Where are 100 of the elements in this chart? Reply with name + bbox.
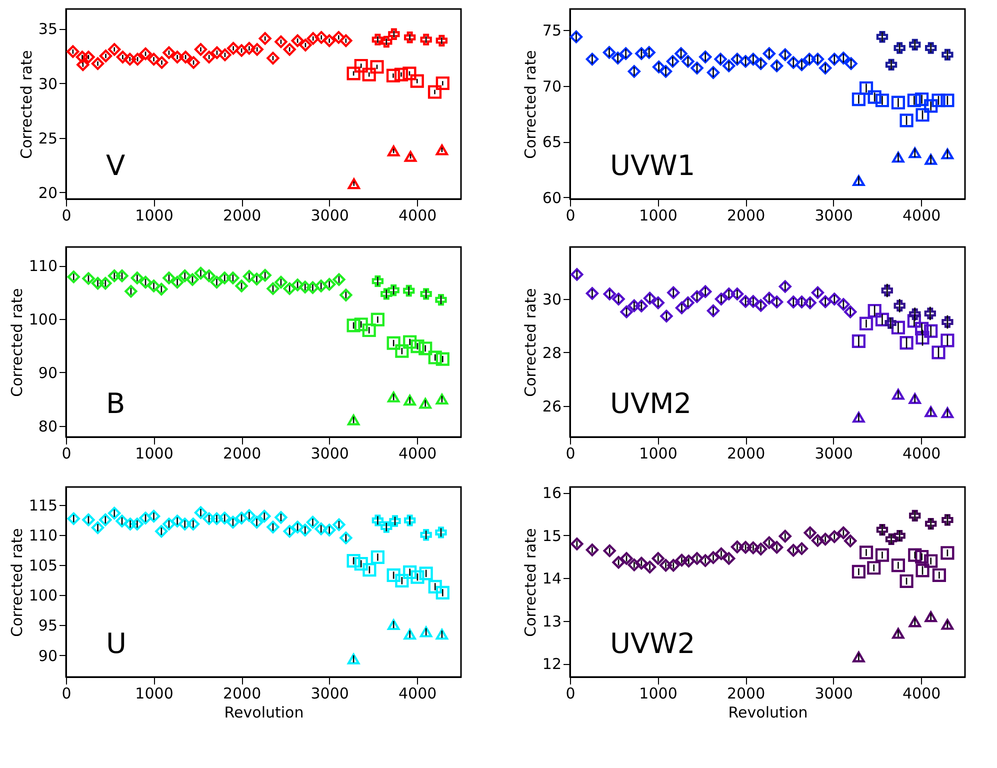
point [884, 317, 896, 329]
point [346, 554, 360, 568]
point [202, 512, 216, 525]
point [386, 336, 400, 350]
point [67, 512, 80, 525]
point [314, 522, 328, 536]
point [885, 533, 898, 546]
point [706, 66, 720, 79]
annotation: V [106, 149, 126, 182]
point [291, 278, 304, 292]
point [659, 558, 672, 572]
point [762, 47, 776, 60]
point [909, 510, 921, 522]
point [900, 574, 914, 588]
y-tick-label: 60 [542, 188, 562, 207]
point [99, 513, 112, 526]
point [124, 518, 137, 530]
point [418, 342, 432, 356]
point [372, 34, 384, 46]
x-tick-label: 2000 [222, 444, 262, 462]
point [699, 50, 712, 64]
point [76, 50, 89, 64]
point [420, 626, 432, 638]
point [770, 540, 784, 554]
point [908, 147, 921, 158]
point [76, 58, 90, 72]
point [859, 81, 874, 95]
y-axis-title: Corrected rate [8, 288, 26, 397]
point [428, 350, 442, 364]
point [722, 59, 736, 72]
point [916, 330, 930, 345]
point [852, 175, 865, 186]
x-tick-label: 4000 [398, 684, 437, 702]
point [852, 92, 866, 106]
x-tick-label: 3000 [814, 444, 853, 462]
x-tick-label: 1000 [639, 444, 678, 462]
point [924, 554, 938, 568]
point [170, 50, 184, 64]
point [147, 280, 160, 292]
point [682, 554, 696, 568]
y-tick-label: 95 [38, 616, 58, 635]
point [635, 47, 648, 60]
point [194, 43, 208, 56]
point [730, 288, 744, 300]
point [819, 532, 832, 546]
point [210, 512, 224, 525]
point [612, 556, 625, 569]
point [828, 292, 841, 306]
point [924, 154, 937, 165]
point [291, 520, 304, 534]
point [347, 654, 360, 664]
point [875, 312, 890, 326]
point [924, 308, 936, 320]
point [258, 268, 272, 282]
point [844, 306, 857, 318]
point [628, 65, 641, 78]
point [762, 292, 776, 305]
x-axis-title: Revolution [224, 704, 304, 722]
y-tick-label: 110 [28, 257, 58, 276]
point [900, 114, 914, 128]
point [82, 513, 95, 526]
point [570, 268, 584, 281]
point [881, 284, 893, 296]
point [162, 46, 176, 60]
point [778, 530, 792, 543]
point [322, 524, 336, 536]
x-tick-label: 2000 [726, 684, 766, 702]
point [235, 512, 248, 524]
point [298, 280, 312, 294]
point [730, 540, 744, 554]
point [586, 287, 599, 300]
point [404, 32, 416, 44]
y-axis-title: Corrected rate [521, 528, 540, 637]
point [226, 516, 240, 529]
point [131, 52, 144, 66]
point [306, 281, 320, 294]
x-tick-label: 1000 [135, 206, 174, 224]
point [348, 178, 360, 190]
point [586, 544, 599, 556]
point [66, 45, 80, 58]
point [907, 314, 921, 328]
point [611, 52, 624, 64]
point [404, 150, 417, 162]
point [202, 50, 216, 64]
x-tick-label: 1000 [639, 684, 678, 702]
point [419, 566, 433, 580]
point [389, 515, 401, 527]
point [340, 532, 352, 544]
point [404, 628, 416, 640]
y-tick-label: 65 [542, 133, 562, 152]
point [388, 284, 400, 296]
y-tick-label: 100 [28, 310, 58, 329]
point [932, 568, 946, 582]
x-tick-label: 4000 [902, 444, 941, 462]
point [258, 510, 271, 523]
point [643, 292, 656, 305]
point [892, 388, 904, 400]
point [147, 52, 160, 66]
point [924, 406, 937, 418]
point [274, 35, 288, 48]
